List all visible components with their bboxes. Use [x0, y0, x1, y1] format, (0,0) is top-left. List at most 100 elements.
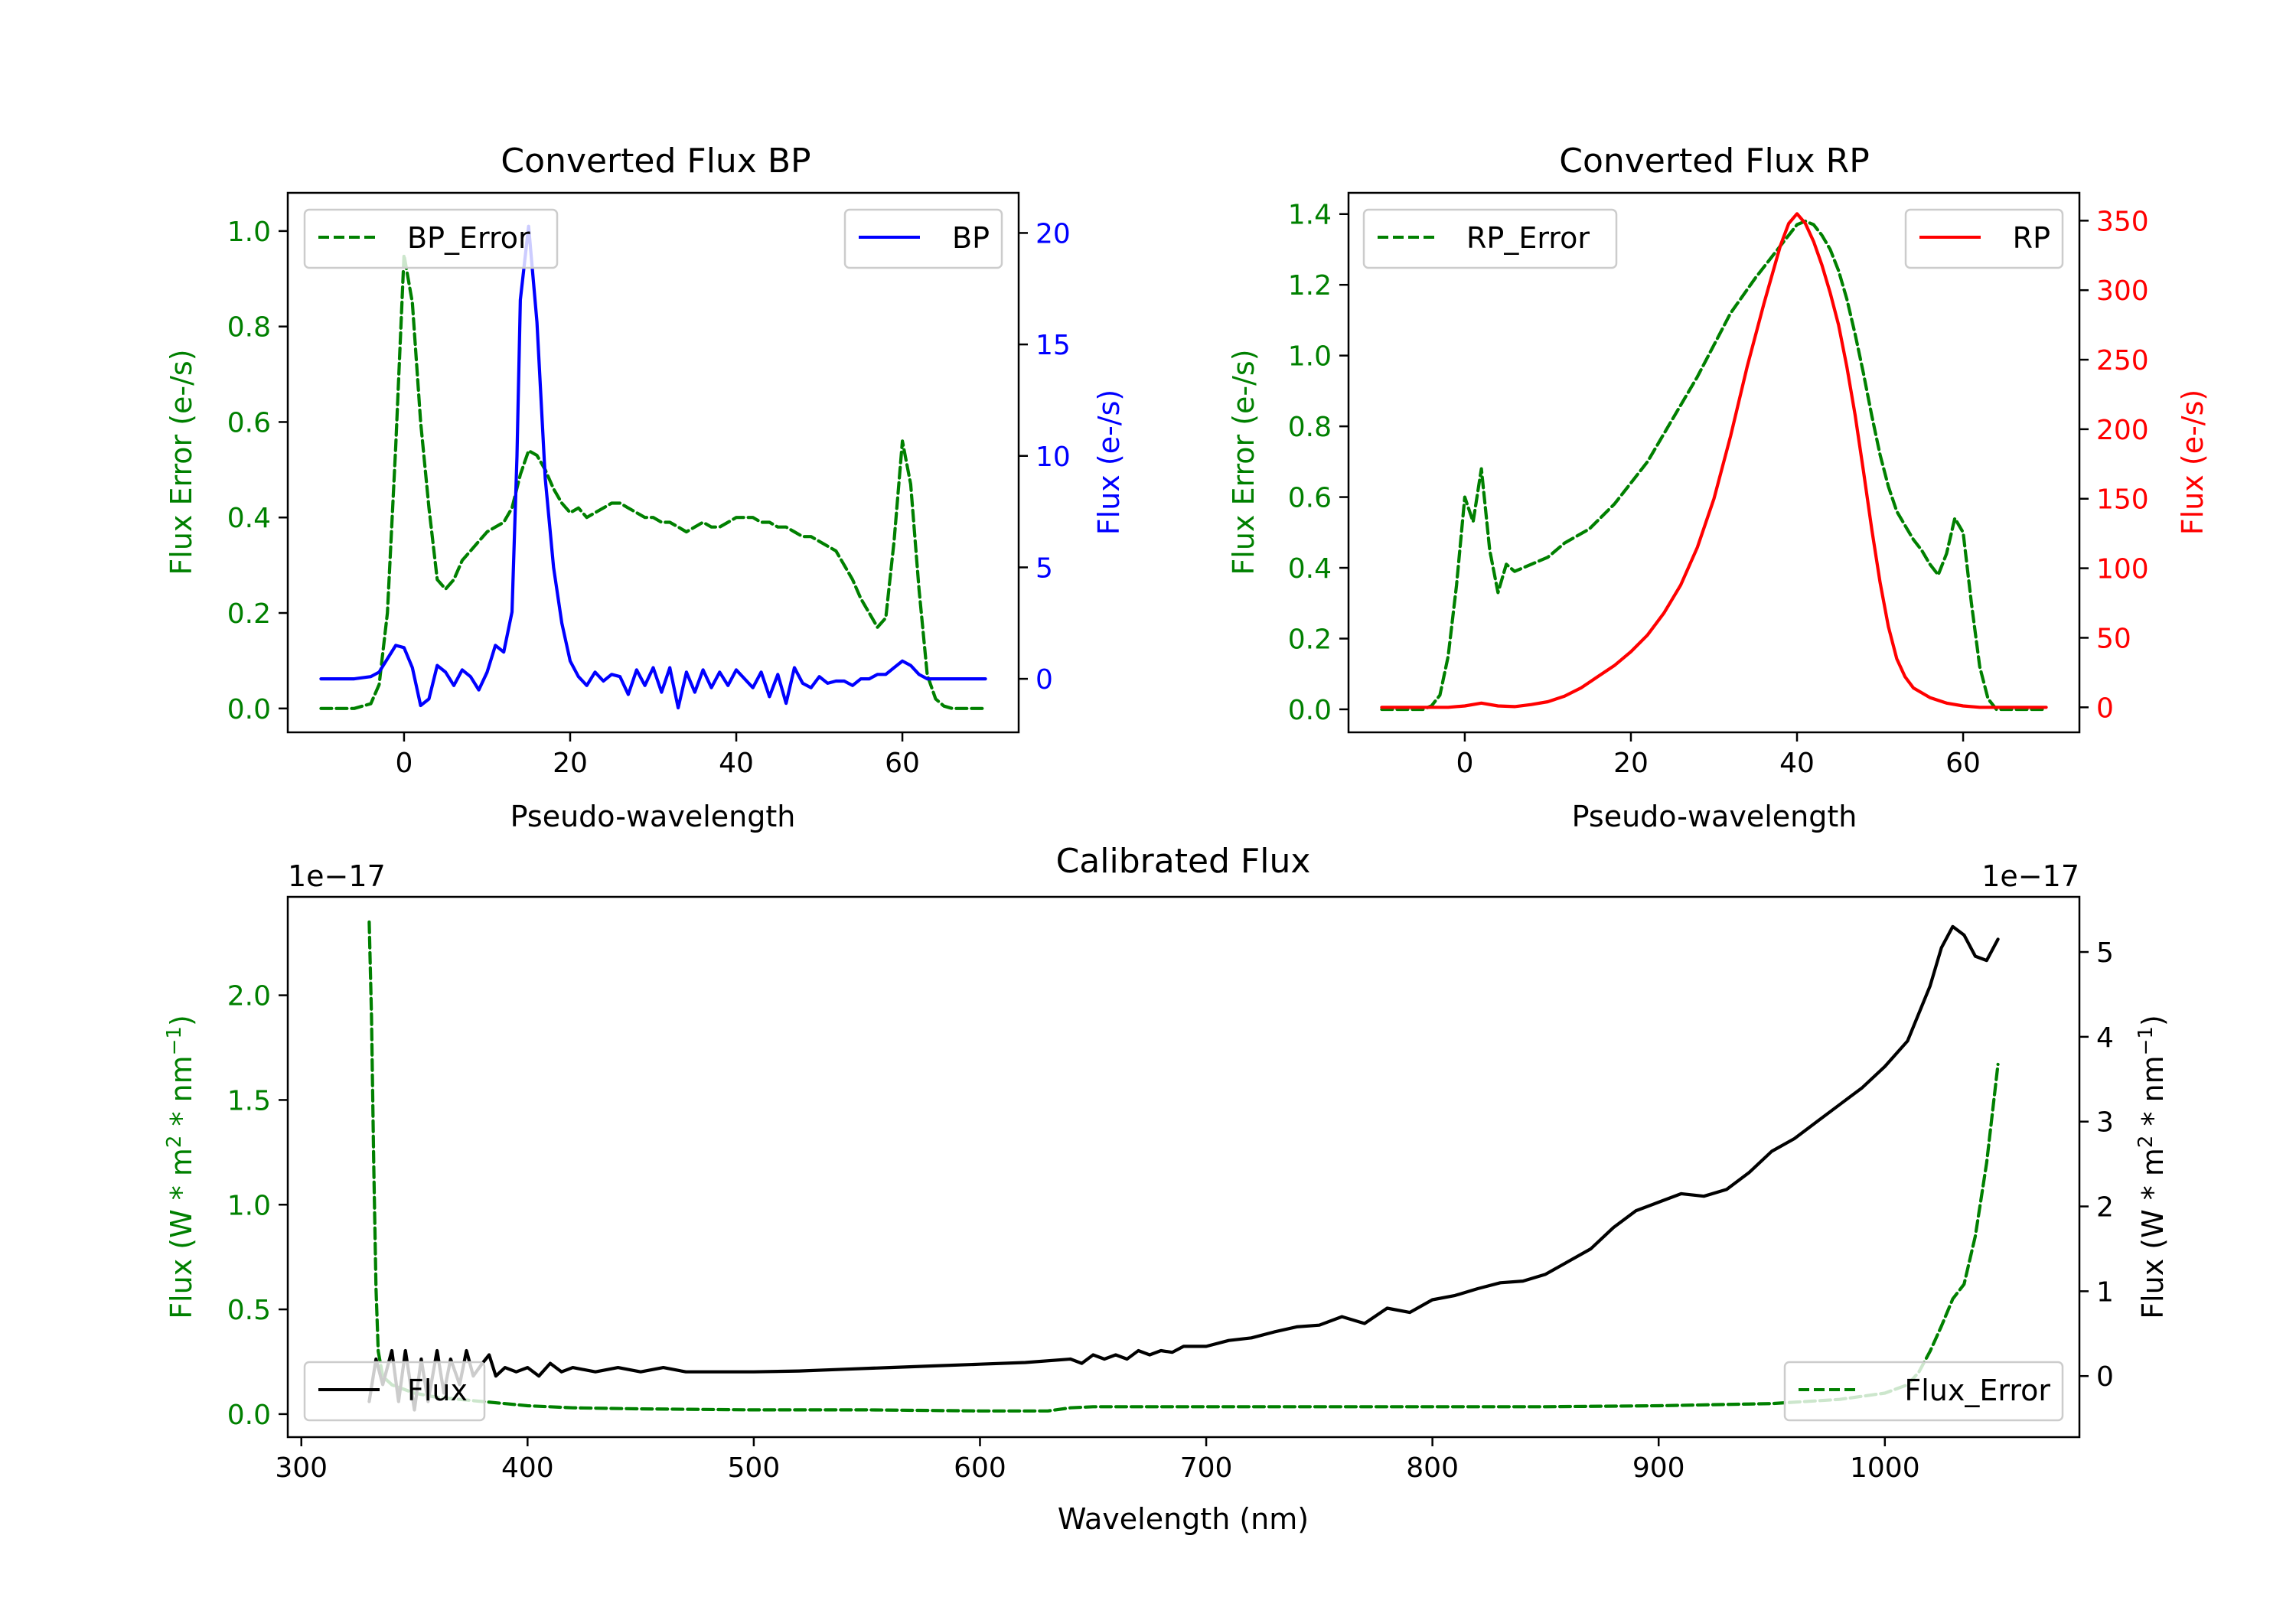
rp-x-tick-label: 60: [1945, 748, 1981, 779]
calibrated-y-left-label: Flux (W * m2 * nm−1): [163, 1015, 198, 1319]
bp-legend-right-box: [843, 208, 1003, 269]
rp-series-rp: [1380, 212, 2048, 709]
bp-panel: Converted Flux BP 0 20 40 60 0.00.20.40.60.…: [165, 142, 1126, 833]
calibrated-legend-flux-label: Flux: [407, 1374, 468, 1407]
rp-y-right-label: Flux (e-/s): [2176, 390, 2210, 535]
calibrated-x-label: Wavelength (nm): [1058, 1502, 1309, 1536]
rp-legend-error-label: RP_Error: [1466, 221, 1590, 255]
rp-y-left-tick-label: 0.6: [1288, 483, 1332, 514]
bp-title: Converted Flux BP: [501, 142, 810, 181]
bp-x-label: Pseudo-wavelength: [510, 800, 796, 833]
cal-y-right-tick-label: 0: [2096, 1361, 2114, 1393]
bp-x-tick-label: 20: [553, 748, 588, 779]
bp-y-right-label: Flux (e-/s): [1092, 390, 1126, 535]
bp-legend-right: BP: [843, 208, 1003, 269]
rp-y-left-tick-label: 0.8: [1288, 412, 1332, 443]
bp-y-left-tick-label: 1.0: [227, 217, 271, 248]
rp-x-label: Pseudo-wavelength: [1572, 800, 1857, 833]
rp-y-right-tick-label: 100: [2096, 554, 2149, 585]
bp-x-ticks: 0 20 40 60: [395, 732, 920, 779]
cal-x-tick-label: 700: [1180, 1452, 1233, 1484]
cal-y-right-tick-label: 4: [2096, 1022, 2114, 1054]
calibrated-axes-frame: [286, 895, 2081, 1439]
calibrated-y-right-label: Flux (W * m2 * nm−1): [2135, 1015, 2170, 1319]
bp-series-bp: [319, 224, 987, 710]
bp-y-right-tick-label: 5: [1035, 553, 1053, 584]
rp-y-left-label: Flux Error (e-/s): [1227, 349, 1261, 575]
cal-y-right-tick-label: 2: [2096, 1192, 2114, 1224]
calibrated-right-offset: 1e−17: [1981, 859, 2079, 893]
rp-y-left-tick-label: 1.2: [1288, 270, 1332, 302]
rp-y-right-tick-label: 200: [2096, 415, 2149, 446]
cal-x-tick-label: 600: [954, 1452, 1006, 1484]
rp-plot-area: [1380, 212, 2048, 712]
rp-y-left-tick-label: 1.4: [1288, 200, 1332, 231]
calibrated-legend-left-box: [303, 1361, 486, 1422]
rp-y-right-tick-label: 0: [2096, 693, 2114, 724]
cal-y-right-tick-label: 5: [2096, 937, 2114, 969]
cal-y-right-tick-label: 1: [2096, 1276, 2114, 1308]
rp-y-left-tick-label: 0.2: [1288, 624, 1332, 655]
calibrated-left-offset: 1e−17: [288, 859, 386, 893]
rp-y-left-tick-label: 0.4: [1288, 553, 1332, 585]
cal-y-left-tick-label: 0.0: [227, 1400, 271, 1431]
rp-y-right-tick-label: 350: [2096, 206, 2149, 237]
rp-x-tick-label: 40: [1779, 748, 1815, 779]
calibrated-legend-error-label: Flux_Error: [1904, 1374, 2050, 1407]
bp-plot-area: [319, 224, 987, 710]
bp-y-left-tick-label: 0.6: [227, 407, 271, 438]
rp-x-ticks: 0 20 40 60: [1456, 732, 1981, 779]
rp-y-right-tick-label: 250: [2096, 345, 2149, 376]
rp-y-right-tick-label: 300: [2096, 275, 2149, 307]
rp-y-right-tick-label: 50: [2096, 623, 2131, 654]
cal-x-tick-label: 300: [275, 1452, 328, 1484]
calibrated-legend-right: Flux_Error: [1783, 1361, 2064, 1422]
bp-y-left-tick-label: 0.0: [227, 694, 271, 725]
calibrated-legend-left: Flux: [303, 1361, 486, 1422]
cal-x-tick-label: 400: [501, 1452, 554, 1484]
calibrated-y-left-ticks: 0.0 0.5 1.0 1.5 2.0: [227, 981, 288, 1431]
cal-x-tick-label: 800: [1406, 1452, 1459, 1484]
cal-x-tick-label: 900: [1632, 1452, 1685, 1484]
bp-series-bp-error: [319, 253, 987, 710]
bp-legend-error-label: BP_Error: [407, 221, 530, 255]
bp-y-right-ticks: 0 5 10 15 20: [1019, 218, 1071, 696]
rp-panel: Converted Flux RP 0 20 40 60 0.00.20.40.60.…: [1227, 142, 2210, 833]
bp-y-right-tick-label: 15: [1035, 330, 1071, 361]
bp-y-left-tick-label: 0.8: [227, 312, 271, 344]
bp-y-right-tick-label: 0: [1035, 664, 1053, 696]
bp-x-tick-label: 60: [885, 748, 920, 779]
bp-y-left-tick-label: 0.2: [227, 598, 271, 630]
cal-x-tick-label: 1000: [1850, 1452, 1920, 1484]
rp-x-tick-label: 0: [1456, 748, 1473, 779]
rp-legend-right: RP: [1904, 208, 2064, 269]
cal-y-right-tick-label: 3: [2096, 1107, 2114, 1139]
calibrated-legend-right-box: [1783, 1361, 2064, 1422]
bp-y-left-tick-label: 0.4: [227, 503, 271, 534]
bp-y-left-ticks: 0.0 0.2 0.4 0.6 0.8 1.0: [227, 217, 288, 725]
bp-x-tick-label: 40: [719, 748, 754, 779]
cal-y-left-tick-label: 1.0: [227, 1190, 271, 1221]
rp-legend-right-box: [1904, 208, 2064, 269]
cal-x-tick-label: 500: [728, 1452, 781, 1484]
rp-legend-left-box: [1362, 208, 1618, 269]
cal-y-left-tick-label: 2.0: [227, 981, 271, 1012]
bp-legend-left-box: [303, 208, 559, 269]
bp-axes-frame: [286, 191, 1020, 734]
cal-y-left-tick-label: 0.5: [227, 1295, 271, 1326]
bp-y-left-label: Flux Error (e-/s): [165, 349, 198, 575]
calibrated-panel: Calibrated Flux 300 400 500 600 700 800 900 100…: [163, 842, 2170, 1536]
rp-title: Converted Flux RP: [1559, 142, 1870, 181]
calibrated-x-ticks: 300 400 500 600 700 800 900 1000: [275, 1437, 1920, 1484]
rp-y-left-tick-label: 0.0: [1288, 695, 1332, 726]
calibrated-title: Calibrated Flux: [1056, 842, 1311, 881]
bp-y-right-tick-label: 10: [1035, 442, 1071, 473]
rp-y-right-ticks: 0 50 100 150 200 250 300 350: [2079, 206, 2149, 724]
bp-legend-flux-label: BP: [952, 221, 990, 255]
rp-y-left-tick-label: 1.0: [1288, 341, 1332, 373]
rp-series-rp-error: [1380, 219, 2048, 712]
cal-y-left-tick-label: 1.5: [227, 1085, 271, 1116]
rp-legend-left: RP_Error: [1362, 208, 1618, 269]
bp-x-tick-label: 0: [395, 748, 413, 779]
